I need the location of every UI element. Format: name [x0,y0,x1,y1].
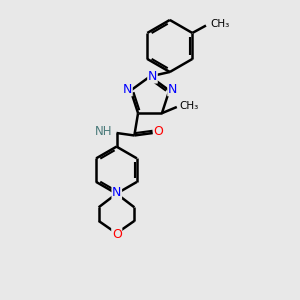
Text: CH₃: CH₃ [210,19,230,29]
Text: O: O [112,228,122,241]
Text: N: N [168,83,177,96]
Text: O: O [153,125,163,138]
Text: N: N [112,186,122,199]
Text: N: N [148,70,157,83]
Text: NH: NH [94,125,112,138]
Text: N: N [123,83,132,96]
Text: CH₃: CH₃ [180,100,199,110]
